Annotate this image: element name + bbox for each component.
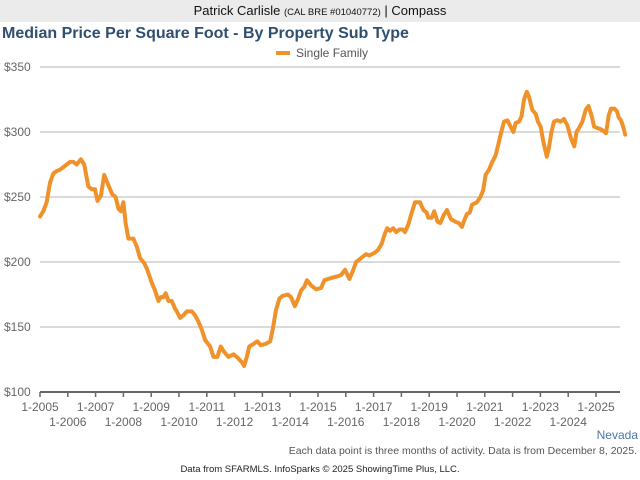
x-tick-label: 1-2024 xyxy=(550,415,588,429)
line-chart: $100$150$200$250$300$350 1-20051-20061-2… xyxy=(4,60,628,429)
y-tick-label: $150 xyxy=(4,320,31,334)
x-tick-label: 1-2021 xyxy=(466,400,504,414)
x-tick-label: 1-2008 xyxy=(105,415,143,429)
x-tick-label: 1-2019 xyxy=(411,400,449,414)
footer-credit: Data from SFARMLS. InfoSparks © 2025 Sho… xyxy=(180,464,460,475)
x-tick-label: 1-2020 xyxy=(438,415,476,429)
x-tick-label: 1-2006 xyxy=(49,415,87,429)
x-tick-label: 1-2009 xyxy=(133,400,171,414)
y-tick-label: $350 xyxy=(4,60,31,74)
series-line-single-family xyxy=(38,89,628,368)
x-tick-label: 1-2005 xyxy=(21,400,59,414)
x-tick-label: 1-2010 xyxy=(160,415,198,429)
x-tick-label: 1-2017 xyxy=(355,400,393,414)
chart-legend: Single Family xyxy=(276,46,368,60)
x-tick-label: 1-2018 xyxy=(383,415,421,429)
header-separator: | xyxy=(384,3,388,18)
x-tick-label: 1-2016 xyxy=(327,415,365,429)
region-label[interactable]: Nevada xyxy=(596,428,638,442)
legend-label-single-family: Single Family xyxy=(296,46,369,60)
agent-license: (CAL BRE #01040772) xyxy=(283,7,381,18)
x-tick-label: 1-2025 xyxy=(577,400,615,414)
y-tick-label: $300 xyxy=(4,125,31,139)
x-axis: 1-20051-20061-20071-20081-20091-20101-20… xyxy=(21,391,620,429)
y-tick-label: $250 xyxy=(4,190,31,204)
agent-header: Patrick Carlisle (CAL BRE #01040772) | C… xyxy=(0,0,640,22)
agent-name: Patrick Carlisle xyxy=(193,3,281,18)
x-tick-label: 1-2012 xyxy=(216,415,254,429)
x-tick-label: 1-2014 xyxy=(272,415,310,429)
x-tick-label: 1-2011 xyxy=(189,400,226,414)
legend-swatch-single-family xyxy=(276,51,290,55)
y-tick-label: $100 xyxy=(4,385,31,399)
x-tick-label: 1-2015 xyxy=(299,400,337,414)
y-axis: $100 $150 $200 $250 $300 $350 xyxy=(4,60,31,399)
gridlines xyxy=(40,66,620,328)
x-tick-label: 1-2007 xyxy=(77,400,115,414)
x-tick-label: 1-2023 xyxy=(522,400,560,414)
x-tick-label: 1-2013 xyxy=(244,400,282,414)
x-tick-label: 1-2022 xyxy=(494,415,532,429)
brokerage-name: Compass xyxy=(391,3,447,18)
data-note: Each data point is three months of activ… xyxy=(288,445,637,457)
series-layer xyxy=(38,89,628,368)
chart-title: Median Price Per Square Foot - By Proper… xyxy=(2,25,409,42)
y-tick-label: $200 xyxy=(4,255,31,269)
